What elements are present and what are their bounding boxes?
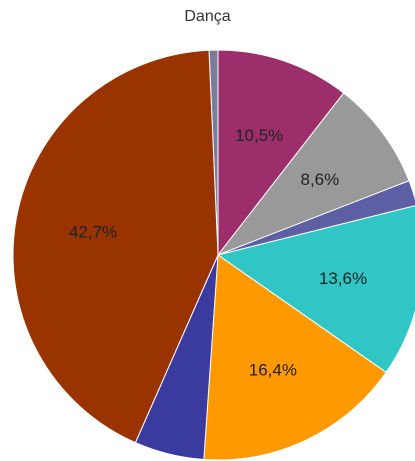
pie-slice [216, 205, 415, 374]
slice-label: 8,6% [301, 170, 340, 189]
slice-label: 10,5% [235, 126, 283, 145]
pie-slice [217, 49, 345, 257]
slice-label: 16,4% [249, 361, 297, 380]
pie-slice [203, 254, 387, 461]
slice-label: 42,7% [69, 223, 117, 242]
chart-title: Dança [184, 8, 231, 25]
pie-slice [217, 180, 415, 256]
slice-label: 13,6% [319, 269, 367, 288]
pie-slice [216, 92, 410, 257]
pie-slice [12, 49, 219, 444]
